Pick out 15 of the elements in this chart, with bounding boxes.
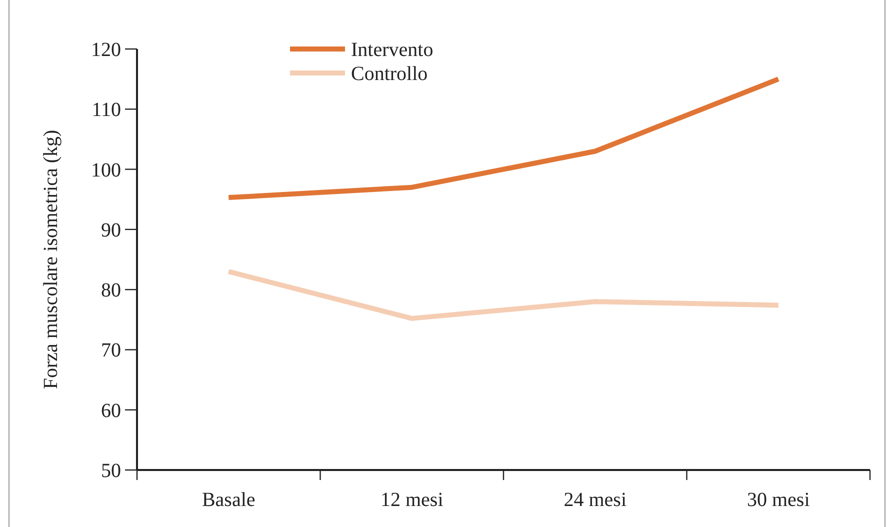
y-tick-label: 110 — [92, 99, 121, 122]
y-tick-label: 120 — [91, 39, 121, 61]
y-tick-label: 100 — [91, 159, 121, 182]
x-tick-label: 24 mesi — [564, 489, 627, 511]
legend-label: Controllo — [351, 63, 428, 85]
y-tick-label: 70 — [101, 340, 121, 362]
x-tick-label: 12 mesi — [380, 489, 444, 511]
x-tick-label: Basale — [202, 489, 256, 511]
y-tick-label: 80 — [101, 280, 121, 302]
x-tick-label: 30 mesi — [746, 489, 810, 511]
y-tick-label: 90 — [101, 219, 121, 242]
legend-label: Intervento — [351, 39, 434, 61]
y-axis-title: Forza muscolare isometrica (kg) — [40, 130, 62, 390]
y-tick-label: 60 — [101, 400, 121, 422]
y-tick-label: 50 — [101, 460, 121, 482]
